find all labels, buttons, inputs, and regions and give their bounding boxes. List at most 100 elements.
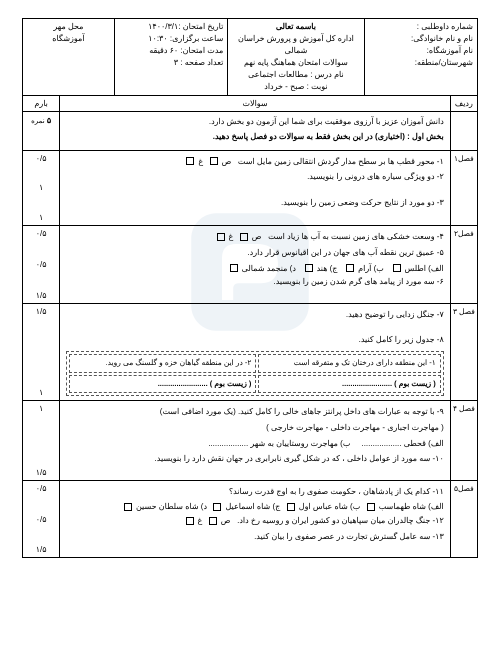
chapter4-row: فصل ۴ ۹- با توجه به عبارات های داخل پران… [23, 401, 477, 480]
q9-score: ۱ [25, 404, 57, 413]
chapter2-body: ۴- وسعت خشکی های زمین نسبت به آب ها زیاد… [59, 226, 449, 302]
candidate-no-label: شماره داوطلبی : [369, 21, 474, 33]
directorate: اداره کل آموزش و پرورش خراسان شمالی [232, 33, 359, 57]
chapter2-row: فصل۲ ۴- وسعت خشکی های زمین نسبت به آب ها… [23, 226, 477, 303]
intro-score-sub: نمره [31, 118, 45, 125]
stamp-label-1: محل مهر [27, 21, 110, 33]
q4-score: ۰/۵ [25, 229, 57, 238]
checkbox-icon [240, 233, 248, 241]
checkbox-icon [124, 503, 132, 511]
q11-score: ۰/۵ [25, 484, 57, 493]
q4-opt-b: غ [229, 232, 234, 241]
q6-score: ۱/۵ [25, 291, 57, 300]
q11-opt-c: ج) شاه اسماعیل [225, 502, 280, 511]
intro-score-val: ۵ [47, 116, 51, 125]
checkbox-icon [186, 517, 194, 525]
q12-opts: ص غ [184, 516, 231, 525]
fullname-label: نام و نام خانوادگی: [369, 33, 474, 45]
q5-score: ۰/۵ [25, 260, 57, 269]
q4: ۴- وسعت خشکی های زمین نسبت به آب ها زیاد… [66, 230, 443, 244]
checkbox-icon [186, 157, 194, 165]
besmele: باسمه تعالی [232, 21, 359, 33]
page-count: تعداد صفحه : ۳ [119, 57, 224, 69]
q5-opt-d: د) منجمد شمالی [242, 264, 296, 273]
checkbox-icon [210, 157, 218, 165]
chapter5-scores: ۰/۵ ۰/۵ ۱/۵ [23, 481, 59, 557]
q3: ۳- دو مورد از نتایج حرکت وضعی زمین را بن… [66, 196, 443, 210]
q12-opt-a: ص [221, 516, 231, 525]
date-info-cell: تاریخ امتحان :۱۴۰۰/۳/۱ ساعت برگزاری: ۱۰:… [114, 19, 228, 96]
exam-title: سوالات امتحان هماهنگ پایه نهم [232, 57, 359, 69]
q7: ۷- جنگل زدایی را توضیح دهید. [66, 308, 443, 322]
q5-opt-a: الف) اطلس [405, 264, 444, 273]
q8-table: ۱- این منطقه دارای درختان تک و متفرقه اس… [66, 351, 443, 397]
q9c: الف) قحطی .................. ب) مهاجرت ر… [66, 437, 443, 451]
chapter2-title: فصل۲ [450, 226, 477, 302]
table-row: ( زیست بوم ) ........................ ( … [69, 375, 440, 394]
checkbox-icon [346, 264, 354, 272]
course-name: نام درس : مطالعات اجتماعی [232, 69, 359, 81]
q5: ۵- عمیق ترین نقطه آب های جهان در این اقی… [66, 246, 443, 260]
q10-score: ۱/۵ [25, 468, 57, 477]
exam-date: تاریخ امتحان :۱۴۰۰/۳/۱ [119, 21, 224, 33]
chapter1-scores: ۰/۵ ۱ ۱ [23, 151, 59, 226]
chapter4-title: فصل ۴ [450, 401, 477, 479]
col-index-label: ردیف [450, 96, 477, 111]
chapter2-scores: ۰/۵ ۰/۵ ۱/۵ [23, 226, 59, 302]
header-row: شماره داوطلبی : نام و نام خانوادگی: نام … [23, 19, 477, 96]
intro-line1: دانش آموزان عزیز با آرزوی موفقیت برای شم… [66, 116, 443, 129]
chapter4-body: ۹- با توجه به عبارات های داخل پرانتز جاه… [59, 401, 449, 479]
q12-score: ۰/۵ [25, 515, 57, 524]
intro-score: ۵ نمره [23, 112, 59, 150]
intro-body: دانش آموزان عزیز با آرزوی موفقیت برای شم… [59, 112, 449, 150]
q1: ۱- محور قطب ها بر سطح مدار گردش انتقالی … [66, 155, 443, 169]
student-info-cell: شماره داوطلبی : نام و نام خانوادگی: نام … [364, 19, 478, 96]
q12-opt-b: غ [198, 516, 203, 525]
q8-r1c2: ۲- در این منطقه گیاهان خزه و گلسنگ می رو… [69, 354, 256, 373]
col-score-label: بارم [23, 96, 59, 111]
q11-opt-d: د) شاه سلطان حسین [136, 502, 207, 511]
checkbox-icon [367, 503, 375, 511]
stamp-cell: محل مهر آموزشگاه [23, 19, 114, 96]
chapter4-scores: ۱ ۱/۵ [23, 401, 59, 479]
q3-score: ۱ [25, 213, 57, 222]
q5-opt-c: ج) هند [317, 264, 338, 273]
shift: نوبت : صبح - خرداد [232, 81, 359, 93]
chapter3-title: فصل ۳ [450, 304, 477, 401]
q4-text: ۴- وسعت خشکی های زمین نسبت به آب ها زیاد… [268, 232, 444, 241]
exam-info-cell: باسمه تعالی اداره کل آموزش و پرورش خراسا… [227, 19, 363, 96]
stamp-label-2: آموزشگاه [27, 33, 110, 45]
chapter5-row: فصل۵ ۱۱- کدام یک از پادشاهان ، حکومت صفو… [23, 481, 477, 557]
q9c2: ب) مهاجرت روستاییان به شهر .............… [208, 439, 350, 448]
q12-text: ۱۲- جنگ چالدران میان سپاهیان دو کشور ایر… [237, 516, 444, 525]
q8-r2c1: ( زیست بوم ) ........................ [258, 375, 440, 394]
exam-time: ساعت برگزاری: ۱۰:۳۰ [119, 33, 224, 45]
q2: ۲- دو ویژگی سیاره های درونی را بنویسید. [66, 170, 443, 184]
checkbox-icon [213, 503, 221, 511]
chapter1-body: ۱- محور قطب ها بر سطح مدار گردش انتقالی … [59, 151, 449, 226]
q13-score: ۱/۵ [25, 545, 57, 554]
chapter5-body: ۱۱- کدام یک از پادشاهان ، حکومت صفوی را … [59, 481, 449, 557]
q5-opt-b: ب) آرام [358, 264, 384, 273]
region-label: شهرستان/منطقه: [369, 57, 474, 69]
q1-score: ۰/۵ [25, 154, 57, 163]
chapter3-row: فصل ۳ ۷- جنگل زدایی را توضیح دهید. ۸- جد… [23, 304, 477, 402]
school-label: نام آموزشگاه: [369, 45, 474, 57]
q9a: ۹- با توجه به عبارات های داخل پرانتز جاه… [66, 405, 443, 419]
checkbox-icon [217, 233, 225, 241]
q1-opts: ص غ [184, 157, 231, 166]
chapter1-title: فصل۱ [450, 151, 477, 226]
intro-line2: بخش اول : (اختیاری) در این بخش فقط به سو… [66, 131, 443, 144]
checkbox-icon [287, 503, 295, 511]
col-questions-label: سوالات [59, 96, 449, 111]
q11: ۱۱- کدام یک از پادشاهان ، حکومت صفوی را … [66, 485, 443, 499]
chapter3-scores: ۱/۵ ۱ [23, 304, 59, 401]
q9b: ( مهاجرت اجباری - مهاجرت داخلی - مهاجرت … [66, 421, 443, 435]
q1-opt-a: ص [222, 157, 232, 166]
q11-opt-b: ب) شاه عباس اول [299, 502, 360, 511]
q4-opt-a: ص [252, 232, 262, 241]
q11-opt-a: الف) شاه طهماسب [379, 502, 444, 511]
chapter3-body: ۷- جنگل زدایی را توضیح دهید. ۸- جدول زیر… [59, 304, 449, 401]
q12: ۱۲- جنگ چالدران میان سپاهیان دو کشور ایر… [66, 514, 443, 528]
chapter1-row: فصل۱ ۱- محور قطب ها بر سطح مدار گردش انت… [23, 151, 477, 227]
